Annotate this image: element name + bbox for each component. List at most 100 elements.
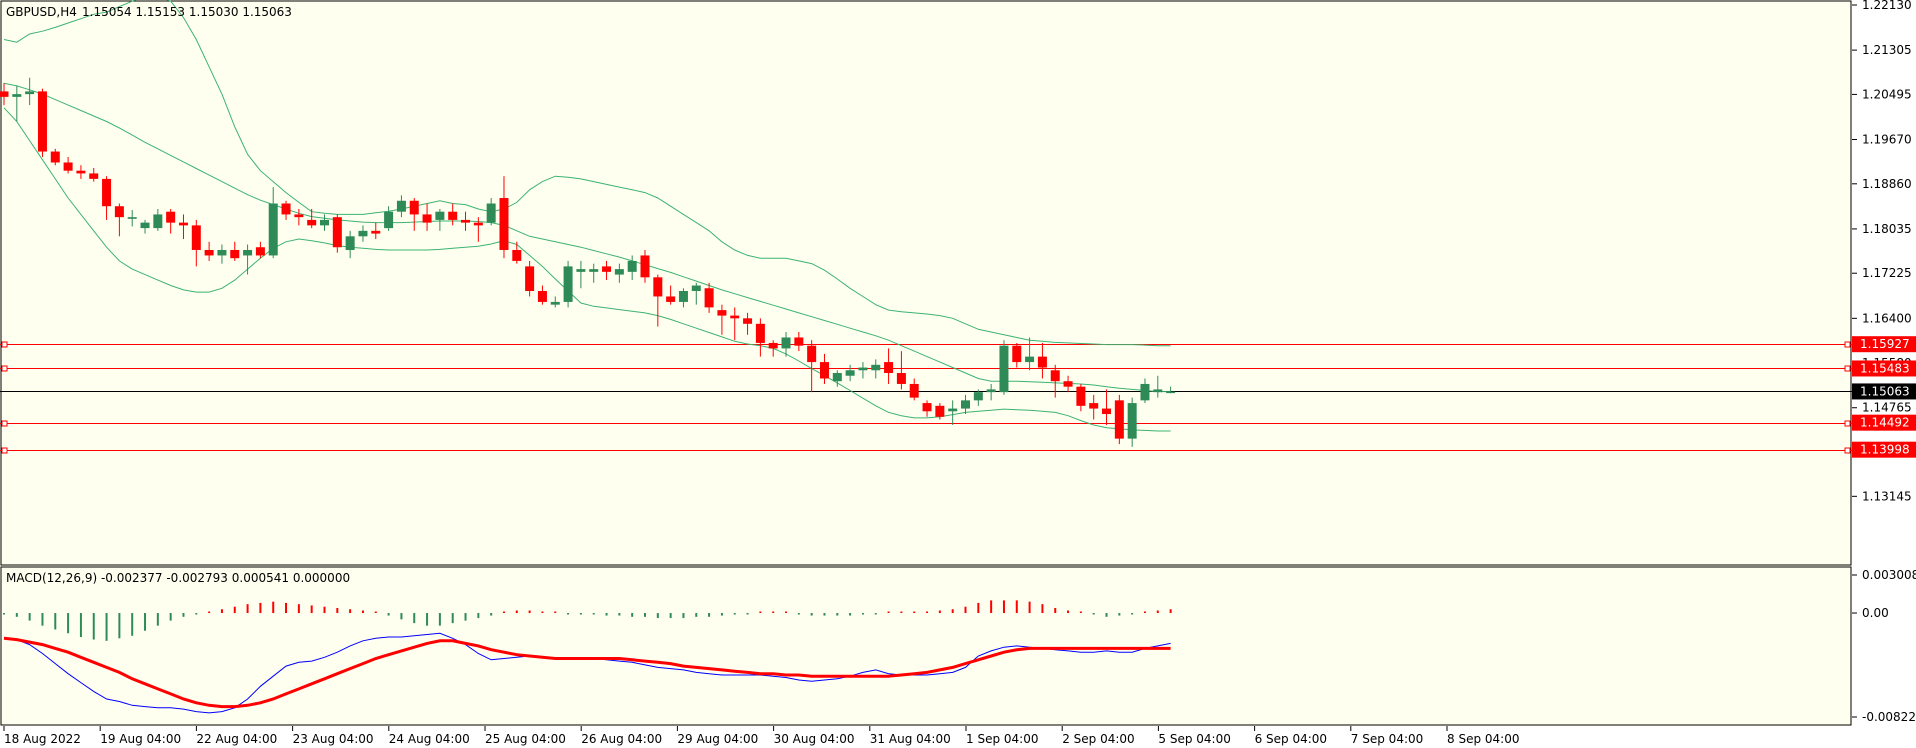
macd-title: MACD(12,26,9) -0.002377 -0.002793 0.0005… bbox=[6, 571, 350, 585]
macd-lines bbox=[3, 632, 1171, 714]
candle-body bbox=[37, 91, 47, 152]
candle-body bbox=[435, 211, 445, 220]
candle-body bbox=[755, 323, 765, 343]
candle-body bbox=[358, 230, 368, 237]
candle-body bbox=[230, 249, 240, 259]
time-tick-label: 2 Sep 04:00 bbox=[1062, 732, 1134, 746]
candle-body bbox=[640, 255, 650, 278]
candle-body bbox=[730, 315, 740, 319]
candle-body bbox=[281, 203, 291, 215]
price-tick-label: 1.18035 bbox=[1862, 222, 1912, 236]
level-marker-left bbox=[1, 447, 8, 454]
candle-body bbox=[320, 219, 329, 226]
level-marker-left bbox=[1, 420, 8, 427]
macd-signal-line bbox=[3, 636, 1171, 709]
candle-body bbox=[1012, 345, 1022, 363]
candle-body bbox=[614, 269, 624, 275]
candle-body bbox=[448, 211, 458, 220]
candle-body bbox=[871, 364, 881, 371]
candles bbox=[0, 77, 1176, 447]
candle-body bbox=[294, 214, 304, 218]
candle-body bbox=[948, 408, 958, 412]
candle-body bbox=[986, 389, 996, 393]
candle-body bbox=[922, 403, 932, 412]
candle-body bbox=[371, 230, 381, 234]
candle-body bbox=[666, 296, 676, 302]
price-tick-label: 1.18860 bbox=[1862, 177, 1912, 191]
candle-body bbox=[909, 383, 919, 398]
price-tick-label: 1.21305 bbox=[1862, 43, 1912, 57]
symbol-label: GBPUSD,H4 bbox=[6, 5, 77, 19]
candle-body bbox=[794, 337, 804, 346]
level-marker-left bbox=[1, 341, 8, 348]
candle-body bbox=[89, 173, 99, 179]
candle-body bbox=[525, 266, 535, 291]
level-price-tag-label: 1.15927 bbox=[1860, 337, 1910, 351]
candle-body bbox=[1037, 356, 1047, 368]
level-price-tag-label: 1.15483 bbox=[1860, 361, 1910, 375]
candle-body bbox=[12, 94, 22, 97]
level-marker-right bbox=[1844, 341, 1851, 348]
time-tick-label: 23 Aug 04:00 bbox=[293, 732, 374, 746]
level-price-tag bbox=[1852, 360, 1916, 377]
price-tick-label: 1.13145 bbox=[1862, 489, 1912, 503]
candle-body bbox=[832, 373, 842, 382]
level-marker-right bbox=[1844, 447, 1851, 454]
candle-body bbox=[653, 277, 663, 297]
ohlc-label: 1.15054 1.15153 1.15030 1.15063 bbox=[82, 5, 292, 19]
candle-body bbox=[102, 178, 112, 207]
candle-body bbox=[1153, 389, 1163, 393]
candle-body bbox=[845, 370, 855, 376]
time-tick-label: 19 Aug 04:00 bbox=[100, 732, 181, 746]
candle-body bbox=[602, 266, 612, 272]
macd-tick-label: 0.00 bbox=[1862, 606, 1889, 620]
candle-body bbox=[1166, 391, 1176, 394]
candle-body bbox=[589, 269, 599, 272]
candle-body bbox=[743, 318, 753, 324]
current-price-tag-label: 1.15063 bbox=[1860, 384, 1910, 398]
price-tick-label: 1.19670 bbox=[1862, 133, 1912, 147]
time-tick-label: 25 Aug 04:00 bbox=[485, 732, 566, 746]
price-tick-label: 1.20495 bbox=[1862, 87, 1912, 101]
candle-body bbox=[486, 203, 496, 223]
candle-body bbox=[717, 310, 727, 316]
price-tick-label: 1.22130 bbox=[1862, 0, 1912, 12]
candle-body bbox=[858, 367, 868, 371]
level-price-tag-label: 1.14492 bbox=[1860, 416, 1910, 430]
candle-body bbox=[691, 285, 701, 291]
candle-body bbox=[550, 301, 560, 305]
candle-body bbox=[191, 225, 201, 250]
time-tick-label: 7 Sep 04:00 bbox=[1351, 732, 1423, 746]
price-axis: 1.22130 1.21305 1.20495 1.19670 1.18860 1.180… bbox=[1852, 0, 1912, 503]
candle-body bbox=[0, 91, 9, 97]
main-pane-border bbox=[0, 0, 1852, 566]
price-tick-label: 1.17225 bbox=[1862, 266, 1912, 280]
macd-pane-border bbox=[0, 566, 1852, 726]
level-price-tag-label: 1.13998 bbox=[1860, 443, 1910, 457]
time-tick-label: 1 Sep 04:00 bbox=[966, 732, 1038, 746]
candle-body bbox=[153, 214, 163, 229]
candle-body bbox=[999, 345, 1009, 393]
candle-body bbox=[345, 236, 355, 250]
horizontal-levels bbox=[0, 341, 1852, 454]
candle-body bbox=[678, 290, 688, 302]
candle-body bbox=[255, 247, 265, 256]
price-tick-label: 1.16400 bbox=[1862, 311, 1912, 325]
candle-body bbox=[1102, 408, 1112, 415]
time-tick-label: 24 Aug 04:00 bbox=[389, 732, 470, 746]
candle-body bbox=[973, 392, 983, 401]
candle-body bbox=[1114, 400, 1124, 439]
candle-body bbox=[537, 290, 547, 302]
candle-body bbox=[768, 342, 778, 349]
candle-body bbox=[576, 269, 586, 272]
candle-body bbox=[50, 151, 60, 163]
candle-body bbox=[25, 91, 35, 95]
bollinger-upper bbox=[3, 0, 1171, 347]
current-price-tag bbox=[1852, 383, 1916, 400]
time-tick-label: 22 Aug 04:00 bbox=[196, 732, 277, 746]
macd-tick-label: 0.003008 bbox=[1862, 568, 1916, 582]
level-marker-left bbox=[1, 365, 8, 372]
macd-axis: 0.003008 0.00 -0.008225 bbox=[1852, 568, 1916, 724]
candle-body bbox=[1050, 370, 1060, 382]
